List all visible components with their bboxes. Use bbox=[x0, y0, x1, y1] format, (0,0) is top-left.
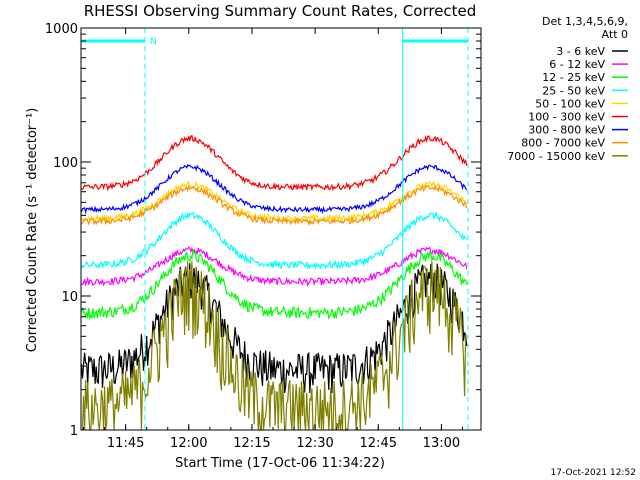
footer-timestamp: 17-Oct-2021 12:52 bbox=[551, 468, 636, 478]
y-tick-label-2: 100 bbox=[53, 156, 78, 171]
axis-ticks: 11:45 12:00 12:15 12:30 12:45 13:00 1 10 100 1000 bbox=[45, 22, 481, 451]
legend-label-7: 800 - 7000 keV bbox=[521, 137, 605, 150]
x-tick-label-3: 12:30 bbox=[296, 436, 333, 451]
legend-label-1: 6 - 12 keV bbox=[549, 58, 605, 71]
legend-label-6: 300 - 800 keV bbox=[528, 124, 605, 137]
series-layer bbox=[80, 134, 468, 432]
legend-label-4: 50 - 100 keV bbox=[535, 97, 605, 110]
legend-header-line-1: Det 1,3,4,5,6,9, bbox=[542, 15, 628, 28]
legend-label-0: 3 - 6 keV bbox=[556, 45, 605, 58]
y-axis-label: Corrected Count Rate (s⁻¹ detector⁻¹) bbox=[25, 108, 40, 353]
series-line-6 bbox=[80, 163, 468, 215]
series-line-5 bbox=[81, 134, 468, 192]
y-tick-label-3: 1000 bbox=[45, 22, 78, 37]
y-tick-label-0: 1 bbox=[70, 424, 78, 439]
y-tick-label-1: 10 bbox=[61, 290, 78, 305]
plot-area-frame bbox=[80, 27, 482, 431]
x-tick-label-0: 11:45 bbox=[107, 436, 144, 451]
x-tick-label-5: 13:00 bbox=[423, 436, 460, 451]
x-tick-label-1: 12:00 bbox=[170, 436, 207, 451]
series-line-3 bbox=[80, 210, 468, 271]
night-marker-label: N bbox=[150, 37, 157, 47]
legend-label-8: 7000 - 15000 keV bbox=[507, 150, 605, 163]
x-tick-label-4: 12:45 bbox=[360, 436, 397, 451]
x-tick-label-2: 12:15 bbox=[233, 436, 270, 451]
chart-title: RHESSI Observing Summary Count Rates, Co… bbox=[84, 2, 477, 20]
legend-label-2: 12 - 25 keV bbox=[542, 71, 605, 84]
legend-label-3: 25 - 50 keV bbox=[542, 84, 605, 97]
x-axis-label: Start Time (17-Oct-06 11:34:22) bbox=[175, 456, 385, 471]
legend-header-line-2: Att 0 bbox=[602, 28, 628, 41]
series-line-8 bbox=[81, 260, 468, 432]
legend-label-5: 100 - 300 keV bbox=[528, 111, 605, 124]
